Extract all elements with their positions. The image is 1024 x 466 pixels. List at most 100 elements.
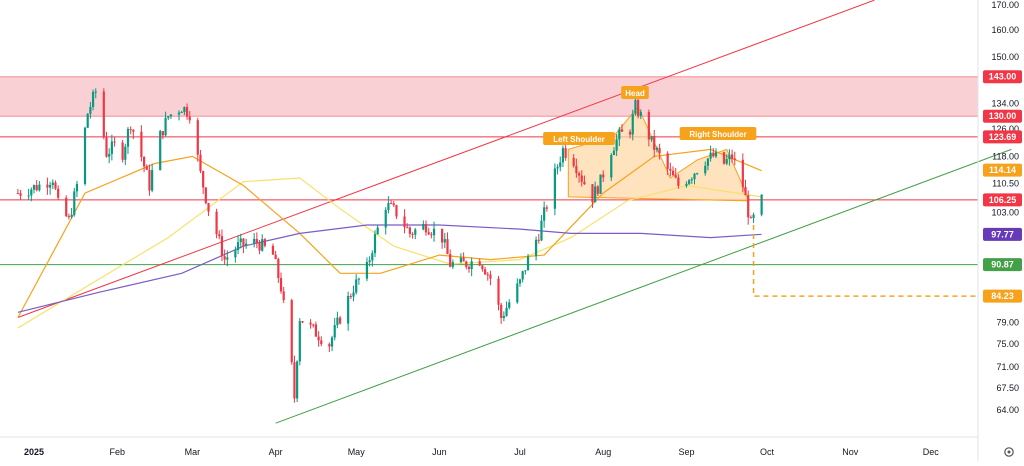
candle-body [467, 267, 471, 270]
right-shoulder-label: Right Shoulder [679, 127, 757, 140]
candle [365, 257, 369, 282]
candle [75, 180, 79, 198]
candle [553, 163, 556, 216]
candle [277, 257, 280, 283]
candle-body [177, 112, 181, 115]
candle [215, 208, 218, 239]
candle [67, 213, 71, 220]
candle [688, 179, 691, 185]
price-badge-text: 90.87 [991, 260, 1014, 270]
candle-body [714, 152, 718, 157]
candle-body [730, 154, 734, 159]
candle-body [483, 269, 487, 275]
candle-body [502, 315, 505, 319]
candle [650, 136, 653, 142]
candle-body [628, 131, 632, 135]
candle-body [534, 239, 538, 257]
candle [312, 323, 315, 328]
candle-body [32, 185, 36, 190]
candle [714, 148, 718, 159]
candle [414, 227, 417, 240]
left-shoulder-label: Left Shoulder [543, 132, 615, 145]
candle [728, 149, 731, 166]
candle-body [75, 183, 79, 192]
candle-body [102, 91, 105, 138]
ma-orange-line [17, 148, 762, 318]
price-tick-label: 103.00 [991, 208, 1019, 218]
ma-yellow-line [17, 177, 762, 329]
candle-body [712, 152, 715, 157]
candle-body [239, 238, 242, 243]
candle [462, 252, 465, 262]
resistance-trend-line [17, 0, 875, 318]
candle-body [371, 253, 374, 261]
candle [411, 232, 414, 239]
candle-body [403, 216, 406, 228]
candle-body [747, 195, 750, 218]
candle [556, 164, 559, 175]
candle [470, 257, 473, 277]
candle [271, 243, 275, 255]
candle [349, 293, 352, 299]
price-tick-label: 67.50 [996, 383, 1019, 393]
target-projection-line [752, 224, 978, 297]
candle [653, 129, 656, 158]
candle [188, 111, 191, 124]
candle-body [282, 291, 285, 301]
candle-body [505, 307, 508, 316]
candle [760, 194, 763, 217]
candle-body [612, 150, 616, 155]
candle [387, 196, 390, 214]
candle [577, 171, 581, 183]
candle [320, 336, 323, 347]
candle [27, 188, 30, 201]
candle-body [159, 131, 162, 171]
candle [449, 249, 452, 268]
head-label-text: Head [625, 89, 645, 98]
candle-body [561, 148, 565, 163]
candle [602, 170, 605, 182]
price-badge: 143.00 [983, 70, 1022, 84]
candle-body [516, 283, 519, 303]
candle-body [180, 112, 183, 114]
candle-body [688, 180, 691, 184]
candle [94, 88, 97, 99]
candle-body [301, 321, 304, 323]
time-axis[interactable]: 2025 Feb Mar Apr May Jun Jul Aug Sep Oct Nov Dec [24, 447, 939, 457]
time-tick-label: Mar [185, 447, 201, 457]
candle-body [49, 185, 52, 188]
settings-icon[interactable] [1004, 447, 1014, 457]
candle-body [19, 193, 22, 196]
candle-body [349, 296, 352, 298]
candle [502, 311, 505, 322]
candle [223, 249, 226, 265]
price-badge: 123.69 [983, 130, 1022, 144]
right-shoulder-label-bg [679, 127, 757, 140]
time-tick-label: 2025 [24, 447, 44, 457]
candle-body [706, 158, 710, 166]
price-badge-bg [983, 70, 1022, 84]
candle [534, 236, 538, 261]
candle-body [462, 257, 465, 262]
candle [328, 342, 331, 353]
candle-body [537, 239, 540, 241]
candle [301, 320, 304, 324]
price-badge: 114.14 [983, 163, 1022, 177]
candle-body [67, 216, 71, 218]
candle-body [465, 261, 468, 268]
candle-body [347, 296, 350, 324]
candle-body [376, 227, 379, 235]
price-badge: 106.25 [983, 193, 1022, 207]
candle-body [27, 195, 30, 197]
candle [489, 270, 492, 286]
candle [242, 238, 245, 254]
candle-body [293, 362, 296, 399]
candle-body [38, 184, 41, 191]
price-badge: 97.77 [983, 227, 1022, 241]
price-badge-bg [983, 193, 1022, 207]
candle [161, 130, 164, 140]
price-axis[interactable]: 170.00 160.00 150.00 134.00 126.00 118.00 110.… [991, 0, 1019, 415]
candle-body [427, 232, 430, 235]
